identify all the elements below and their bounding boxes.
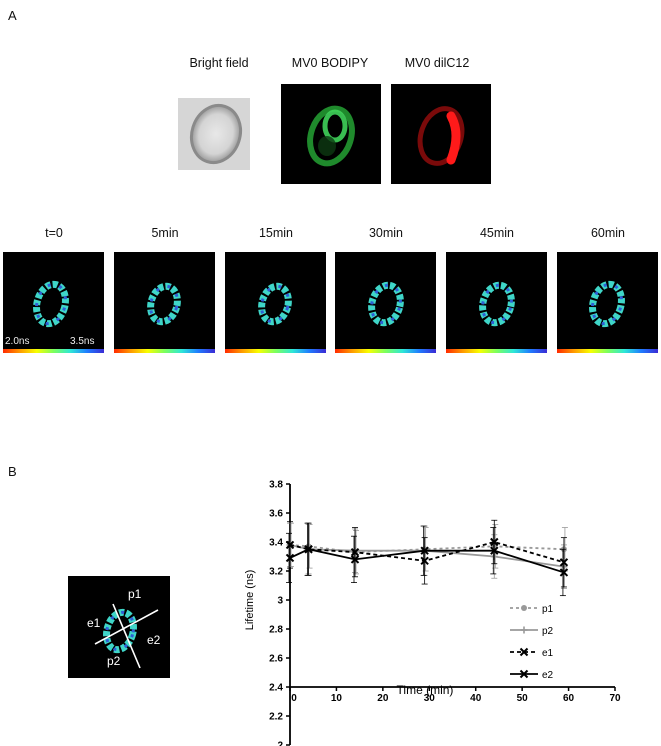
flim-image-45min bbox=[446, 252, 547, 353]
data-point bbox=[350, 547, 360, 557]
flim-image-60min bbox=[557, 252, 658, 353]
y-tick-label: 3 bbox=[277, 596, 283, 607]
lifetime-colorbar-45min bbox=[446, 349, 547, 353]
y-tick-label: 3.6 bbox=[269, 509, 283, 520]
legend-entry-p1: p1 bbox=[510, 604, 554, 615]
x-tick-label: 0 bbox=[291, 693, 297, 704]
scale-max-label: 3.5ns bbox=[70, 336, 95, 347]
series-p2 bbox=[286, 522, 568, 589]
legend-marker bbox=[519, 647, 529, 657]
chart-legend: p1 p2 e1 e2 bbox=[510, 604, 554, 681]
data-point bbox=[559, 558, 569, 567]
cell-regions-image: p1 e1 e2 p2 bbox=[68, 576, 170, 678]
lifetime-chart: 2 2.2 2.4 2.6 2.8 3 3.2 3.4 3.6 3.8 0 10 20 30 40 50 60 7… bbox=[244, 480, 621, 746]
data-point bbox=[350, 555, 360, 564]
panel-a-letter: A bbox=[8, 8, 17, 23]
x-tick-label: 60 bbox=[563, 693, 575, 704]
legend-marker bbox=[521, 605, 527, 611]
chart-axes: 2 2.2 2.4 2.6 2.8 3 3.2 3.4 3.6 3.8 0 10 20 30 40 50 60 7… bbox=[269, 480, 621, 746]
lifetime-colorbar-t0 bbox=[3, 349, 104, 353]
dilc12-label: MV0 dilC12 bbox=[404, 56, 470, 70]
time-label-5min: 5min bbox=[151, 226, 179, 240]
time-label-60min: 60min bbox=[590, 226, 626, 240]
lifetime-colorbar-30min bbox=[335, 349, 436, 353]
legend-entry-e2: e2 bbox=[510, 669, 554, 681]
data-point bbox=[420, 556, 429, 566]
legend-entry-e1: e1 bbox=[510, 647, 554, 659]
y-tick-label: 2.6 bbox=[269, 654, 283, 665]
time-label-30min: 30min bbox=[368, 226, 404, 240]
series-line-e1 bbox=[289, 541, 565, 564]
bodipy-label: MV0 BODIPY bbox=[291, 56, 369, 70]
data-point bbox=[490, 537, 499, 547]
scale-min-label: 2.0ns bbox=[5, 336, 30, 347]
region-label-p1: p1 bbox=[128, 587, 142, 601]
legend-marker bbox=[520, 626, 528, 634]
panel-b-letter: B bbox=[8, 464, 17, 479]
brightfield-image bbox=[178, 98, 250, 170]
series-line-e2 bbox=[289, 548, 565, 574]
y-tick-label: 2.2 bbox=[269, 712, 283, 723]
brightfield-label: Bright field bbox=[189, 56, 249, 70]
legend-marker bbox=[519, 669, 529, 679]
time-label-45min: 45min bbox=[479, 226, 515, 240]
x-tick-label: 50 bbox=[517, 693, 529, 704]
chart-series bbox=[285, 519, 569, 597]
x-tick-label: 20 bbox=[377, 693, 389, 704]
legend-label: p1 bbox=[542, 604, 554, 615]
dilc12-image bbox=[391, 84, 491, 184]
data-point bbox=[490, 546, 499, 555]
y-tick-label: 2.4 bbox=[269, 683, 283, 694]
y-tick-label: 3.8 bbox=[269, 480, 283, 491]
x-tick-label: 30 bbox=[424, 693, 436, 704]
region-label-p2: p2 bbox=[107, 654, 121, 668]
x-tick-label: 10 bbox=[331, 693, 343, 704]
data-point bbox=[285, 540, 295, 550]
data-point bbox=[304, 545, 313, 554]
legend-label: p2 bbox=[542, 626, 554, 637]
lifetime-colorbar-5min bbox=[114, 349, 215, 353]
legend-label: e1 bbox=[542, 648, 554, 659]
lifetime-colorbar-60min bbox=[557, 349, 658, 353]
y-tick-label: 3.4 bbox=[269, 538, 283, 549]
flim-image-t0 bbox=[3, 252, 104, 353]
series-e2 bbox=[285, 522, 569, 597]
region-label-e2: e2 bbox=[147, 633, 161, 647]
data-point bbox=[420, 546, 429, 555]
data-point bbox=[559, 568, 569, 577]
x-axis-label: Time (min) bbox=[397, 683, 454, 697]
y-tick-label: 3.2 bbox=[269, 567, 283, 578]
legend-label: e2 bbox=[542, 670, 554, 681]
data-point bbox=[285, 553, 295, 563]
lifetime-colorbar-15min bbox=[225, 349, 326, 353]
flim-image-5min bbox=[114, 252, 215, 353]
y-tick-label: 2 bbox=[277, 741, 283, 746]
bodipy-image bbox=[281, 84, 381, 184]
x-tick-label: 70 bbox=[609, 693, 621, 704]
series-line-p1 bbox=[289, 544, 564, 554]
y-tick-label: 2.8 bbox=[269, 625, 283, 636]
time-label-t0: t=0 bbox=[45, 226, 63, 240]
region-label-e1: e1 bbox=[87, 616, 101, 630]
flim-image-15min bbox=[225, 252, 326, 353]
flim-image-30min bbox=[335, 252, 436, 353]
y-axis-label: Lifetime (ns) bbox=[244, 570, 256, 631]
time-label-15min: 15min bbox=[258, 226, 294, 240]
legend-entry-p2: p2 bbox=[510, 626, 554, 637]
x-tick-label: 40 bbox=[470, 693, 482, 704]
